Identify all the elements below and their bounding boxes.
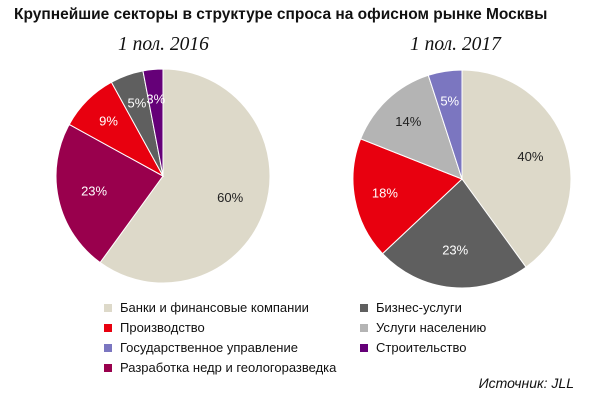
chart-title: Крупнейшие секторы в структуре спроса на… — [14, 6, 548, 23]
pie-label: 23% — [81, 183, 107, 198]
legend-swatch — [360, 323, 368, 332]
pie-2016: 60% 23% 9% 5% 3% — [55, 68, 271, 284]
pie-2-subtitle: 1 пол. 2017 — [410, 34, 501, 55]
legend-item: Строительство — [360, 340, 466, 355]
legend-swatch — [104, 343, 112, 352]
pie-slice — [427, 69, 463, 180]
pie-2017: 40% 23% 18% 14% 5% — [352, 69, 572, 289]
legend-swatch — [360, 343, 368, 352]
legend-label: Услуги населению — [376, 320, 487, 335]
pie-slice — [142, 68, 164, 177]
pie-label: 5% — [128, 96, 147, 111]
pie-label: 60% — [217, 190, 243, 205]
legend-item: Разработка недр и геологоразведка — [104, 360, 336, 375]
pie-label: 5% — [440, 93, 459, 108]
legend-item: Услуги населению — [360, 320, 486, 335]
legend-swatch — [104, 303, 112, 312]
legend-label: Производство — [120, 320, 205, 335]
legend-item: Производство — [104, 320, 205, 335]
legend-label: Разработка недр и геологоразведка — [120, 360, 337, 375]
pie-charts: 60%23%9%5% 3% 40%23%18%14%5% — [55, 68, 572, 289]
pie-label: 18% — [372, 186, 398, 201]
pie-slice — [352, 138, 463, 255]
legend-label: Бизнес-услуги — [376, 300, 462, 315]
pie-label: 23% — [442, 243, 468, 258]
pie-slice — [55, 123, 164, 264]
pie-1-subtitle: 1 пол. 2016 — [118, 34, 209, 55]
pie-slice — [461, 69, 572, 268]
pie-label: 3% — [146, 91, 165, 106]
pie-label: 40% — [517, 149, 543, 164]
legend-swatch — [360, 303, 368, 312]
pie-label: 14% — [395, 114, 421, 129]
source-note: Источник: JLL — [478, 375, 574, 391]
pie-label: 9% — [99, 114, 118, 129]
pie-slice — [381, 178, 527, 289]
legend-item: Государственное управление — [104, 340, 298, 355]
legend-item: Банки и финансовые компании — [104, 300, 309, 315]
legend-swatch — [104, 323, 112, 332]
legend-label: Банки и финансовые компании — [120, 300, 309, 315]
legend-label: Строительство — [376, 340, 467, 355]
legend-item: Бизнес-услуги — [360, 300, 462, 315]
pie-slice — [99, 68, 271, 284]
legend-swatch — [104, 363, 112, 372]
legend-label: Государственное управление — [120, 340, 298, 355]
